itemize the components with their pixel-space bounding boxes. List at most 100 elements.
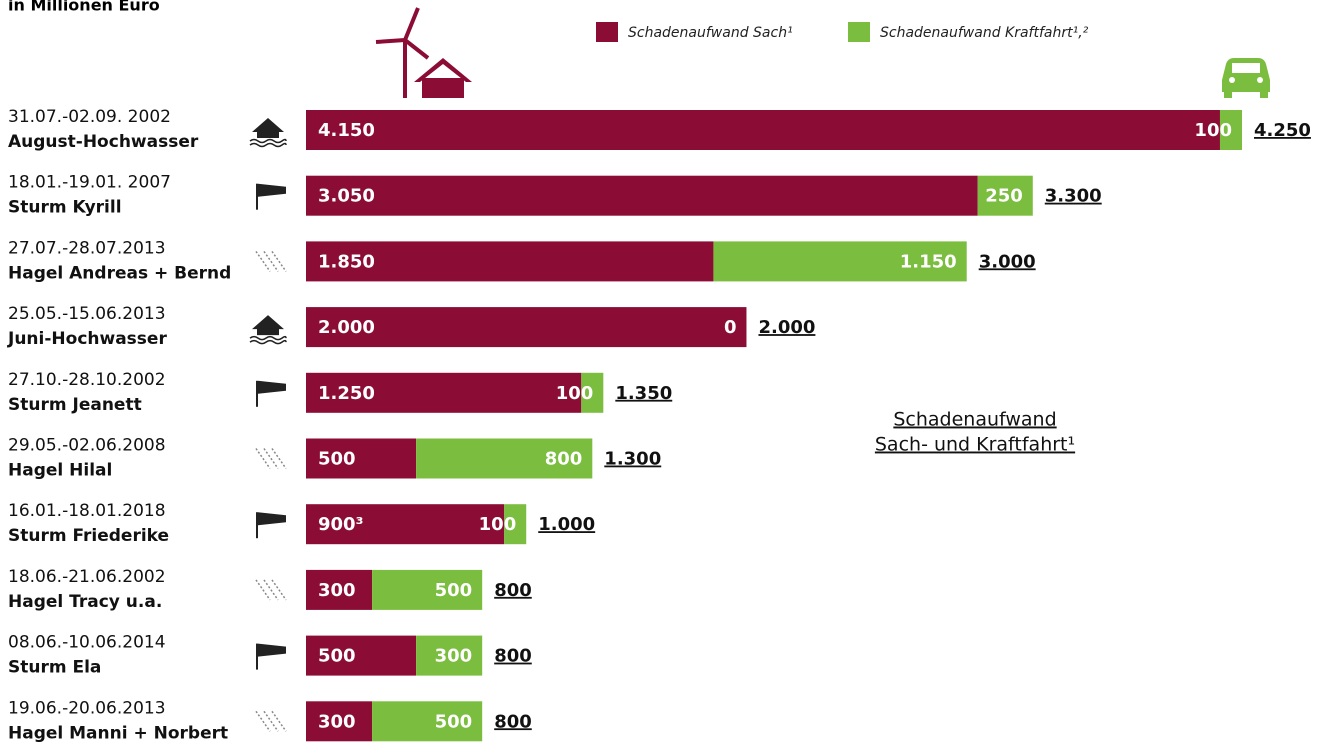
- icon-wave: [249, 335, 287, 341]
- row-name: Sturm Jeanett: [8, 395, 142, 415]
- icon-hail: [271, 250, 287, 272]
- value-label: 250: [985, 186, 1023, 207]
- icon-hail: [263, 710, 279, 732]
- legend-label: Schadenaufwand Sach¹: [628, 25, 793, 41]
- icon-hail: [271, 579, 287, 601]
- value-label: 4.150: [318, 120, 375, 141]
- bar-segment: [306, 110, 1220, 150]
- bar-segment: [581, 372, 604, 413]
- bar-segment: [416, 635, 483, 676]
- icon-hail: [271, 448, 287, 469]
- event-icon: [256, 380, 286, 407]
- value-label: 500: [318, 646, 356, 667]
- total-label: 800: [494, 711, 532, 732]
- row-name: Sturm Ela: [8, 658, 101, 678]
- icon-sock: [258, 643, 286, 657]
- icon-wave: [249, 142, 287, 148]
- value-label: 0: [724, 317, 737, 338]
- event-icon: [249, 118, 287, 148]
- event-icon: [256, 183, 286, 210]
- bar-segment: [372, 569, 483, 610]
- bar-segment: [713, 241, 967, 282]
- row-name: Sturm Friederike: [8, 526, 169, 546]
- total-label: 3.000: [979, 251, 1036, 272]
- icon-hail: [255, 579, 271, 601]
- icon-hail: [255, 250, 271, 272]
- value-label: 500: [435, 711, 473, 732]
- value-label: 2.000: [318, 317, 375, 338]
- row-name: Hagel Hilal: [8, 461, 112, 481]
- value-label: 100: [479, 514, 517, 535]
- total-label: 1.300: [604, 449, 661, 470]
- legend-label: Schadenaufwand Kraftfahrt¹,²: [880, 25, 1089, 41]
- row-date: 18.01.-19.01. 2007: [8, 173, 171, 193]
- row-date: 08.06.-10.06.2014: [8, 633, 166, 653]
- row-name: Hagel Manni + Norbert: [8, 723, 228, 743]
- total-label: 4.250: [1254, 120, 1311, 141]
- row-name: Sturm Kyrill: [8, 198, 122, 218]
- bar-segment: [306, 241, 714, 282]
- icon-wave: [249, 138, 287, 144]
- car-icon: [1222, 58, 1270, 98]
- row-date: 19.06.-20.06.2013: [8, 698, 166, 718]
- icon-hail: [263, 250, 279, 272]
- icon-hail: [271, 710, 287, 732]
- event-icon: [255, 710, 287, 732]
- legend-swatch: [848, 22, 870, 42]
- icon-wave: [249, 339, 287, 345]
- event-icon: [249, 315, 287, 345]
- bar-segment: [504, 504, 527, 545]
- icon-hail: [263, 579, 279, 601]
- row-date: 16.01.-18.01.2018: [8, 501, 166, 521]
- bar-segment: [416, 438, 593, 479]
- icon-hail: [255, 448, 271, 469]
- total-label: 1.350: [615, 383, 672, 404]
- value-label: 100: [1194, 120, 1232, 141]
- row-date: 25.05.-15.06.2013: [8, 304, 166, 324]
- bar-segment: [977, 175, 1033, 216]
- bar-segment: [306, 569, 373, 610]
- total-label: 3.300: [1045, 186, 1102, 207]
- event-icon: [255, 579, 287, 601]
- icon-sock: [258, 512, 286, 526]
- value-label: 1.850: [318, 251, 375, 272]
- bar-segment: [306, 372, 582, 413]
- legend-swatch: [596, 22, 618, 42]
- bar-segment: [1219, 110, 1242, 150]
- icon-hail: [255, 710, 271, 732]
- icon-sock: [258, 183, 286, 197]
- value-label: 3.050: [318, 186, 375, 207]
- bar-segment: [306, 635, 417, 676]
- annotation: Sach- und Kraftfahrt¹: [875, 434, 1075, 456]
- chart-title: in Millionen Euro: [8, 0, 160, 15]
- row-date: 29.05.-02.06.2008: [8, 436, 166, 456]
- total-label: 2.000: [758, 317, 815, 338]
- total-label: 800: [494, 646, 532, 667]
- icon-house: [252, 118, 284, 138]
- row-date: 18.06.-21.06.2002: [8, 567, 166, 587]
- icon-house: [252, 315, 284, 336]
- annotation: Schadenaufwand: [893, 409, 1056, 431]
- bar-segment: [306, 504, 505, 545]
- event-icon: [255, 448, 287, 469]
- value-label: 1.250: [318, 383, 375, 404]
- value-label: 100: [556, 383, 594, 404]
- row-name: Hagel Tracy u.a.: [8, 592, 162, 612]
- icon-hail: [263, 448, 279, 469]
- event-icon: [255, 250, 287, 272]
- bar-segment: [306, 307, 747, 348]
- event-icon: [256, 512, 286, 539]
- bar-segment: [372, 701, 483, 742]
- row-date: 27.10.-28.10.2002: [8, 370, 166, 390]
- event-icon: [256, 643, 286, 670]
- bar-segment: [306, 175, 978, 216]
- value-label: 500: [435, 580, 473, 601]
- bar-segment: [306, 438, 417, 479]
- value-label: 800: [545, 449, 583, 470]
- value-label: 1.150: [900, 251, 957, 272]
- value-label: 300: [435, 646, 473, 667]
- row-name: Hagel Andreas + Bernd: [8, 263, 231, 283]
- bar-segment: [306, 701, 373, 742]
- header-icon: [375, 7, 472, 98]
- total-label: 800: [494, 580, 532, 601]
